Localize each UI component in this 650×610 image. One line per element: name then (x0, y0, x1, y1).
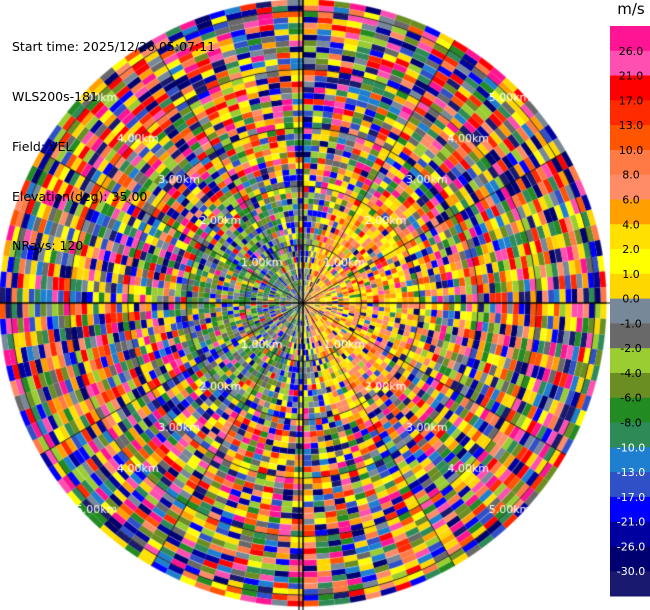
colorbar-swatch (610, 125, 650, 151)
colorbar-swatch (610, 397, 650, 424)
colorbar-tick-label: -13.0 (617, 466, 645, 479)
colorbar-swatch (610, 348, 650, 374)
colorbar-title: m/s (617, 0, 645, 18)
colorbar-tick-label: 26.0 (619, 45, 644, 58)
colorbar-tick-label: 6.0 (622, 193, 640, 206)
colorbar-swatch (610, 174, 650, 200)
colorbar-swatch (610, 149, 650, 176)
colorbar-tick-label: 2.0 (622, 243, 640, 256)
colorbar-swatch (610, 521, 650, 547)
colorbar-swatch (610, 298, 650, 324)
field-label: Field: VEL (12, 138, 73, 154)
colorbar-tick-label: 4.0 (622, 218, 640, 231)
colorbar-tick-label: -10.0 (617, 441, 645, 454)
scan-info: Start time: 2025/12/26 05:07:11 WLS200s-… (12, 6, 215, 272)
colorbar: 26.0 21.0 17.0 13.0 10.0 8.0 6.0 4.0 2.0 1.0 0.0 -1… (610, 26, 650, 597)
colorbar-swatch (610, 422, 650, 448)
colorbar-tick-label: -30.0 (617, 565, 645, 578)
colorbar-swatch (610, 496, 650, 523)
colorbar-swatch (610, 100, 650, 126)
colorbar-swatch (610, 472, 650, 498)
colorbar-tick-label: 21.0 (619, 70, 644, 83)
start-time-label: Start time: 2025/12/26 05:07:11 (12, 39, 216, 55)
colorbar-swatch (610, 372, 650, 399)
colorbar-tick-label: 13.0 (619, 119, 644, 132)
colorbar-swatch (610, 50, 650, 77)
colorbar-tick-label: -21.0 (617, 516, 645, 529)
colorbar-tick-label: 10.0 (619, 144, 644, 157)
colorbar-tick-label: -1.0 (620, 317, 641, 330)
colorbar-tick-label: 8.0 (622, 169, 640, 182)
colorbar-swatch (610, 199, 650, 225)
colorbar-swatch (610, 224, 650, 250)
ppi-velocity-plot (0, 0, 610, 610)
nrays-label: NRays: 120 (12, 238, 84, 254)
colorbar-tick-label: 17.0 (619, 94, 644, 107)
colorbar-tick-label: -2.0 (620, 342, 641, 355)
colorbar-swatch (610, 546, 650, 572)
colorbar-swatch (610, 273, 650, 300)
colorbar-tick-label: 1.0 (622, 268, 640, 281)
elevation-label: Elevation(deg): 35.00 (12, 188, 148, 204)
colorbar-tick-label: -26.0 (617, 540, 645, 553)
colorbar-tick-label: -8.0 (620, 417, 641, 430)
colorbar-swatch (610, 571, 650, 597)
colorbar-swatch (610, 75, 650, 101)
colorbar-tick-label: -4.0 (620, 367, 641, 380)
instrument-label: WLS200s-181 (12, 88, 98, 104)
colorbar-tick-label: -6.0 (620, 392, 641, 405)
colorbar-tick-label: -17.0 (617, 491, 645, 504)
colorbar-swatch (610, 26, 650, 52)
colorbar-swatch (610, 249, 650, 275)
colorbar-tick-label: 0.0 (622, 293, 640, 306)
colorbar-swatch (610, 447, 650, 473)
colorbar-swatch (610, 323, 650, 349)
